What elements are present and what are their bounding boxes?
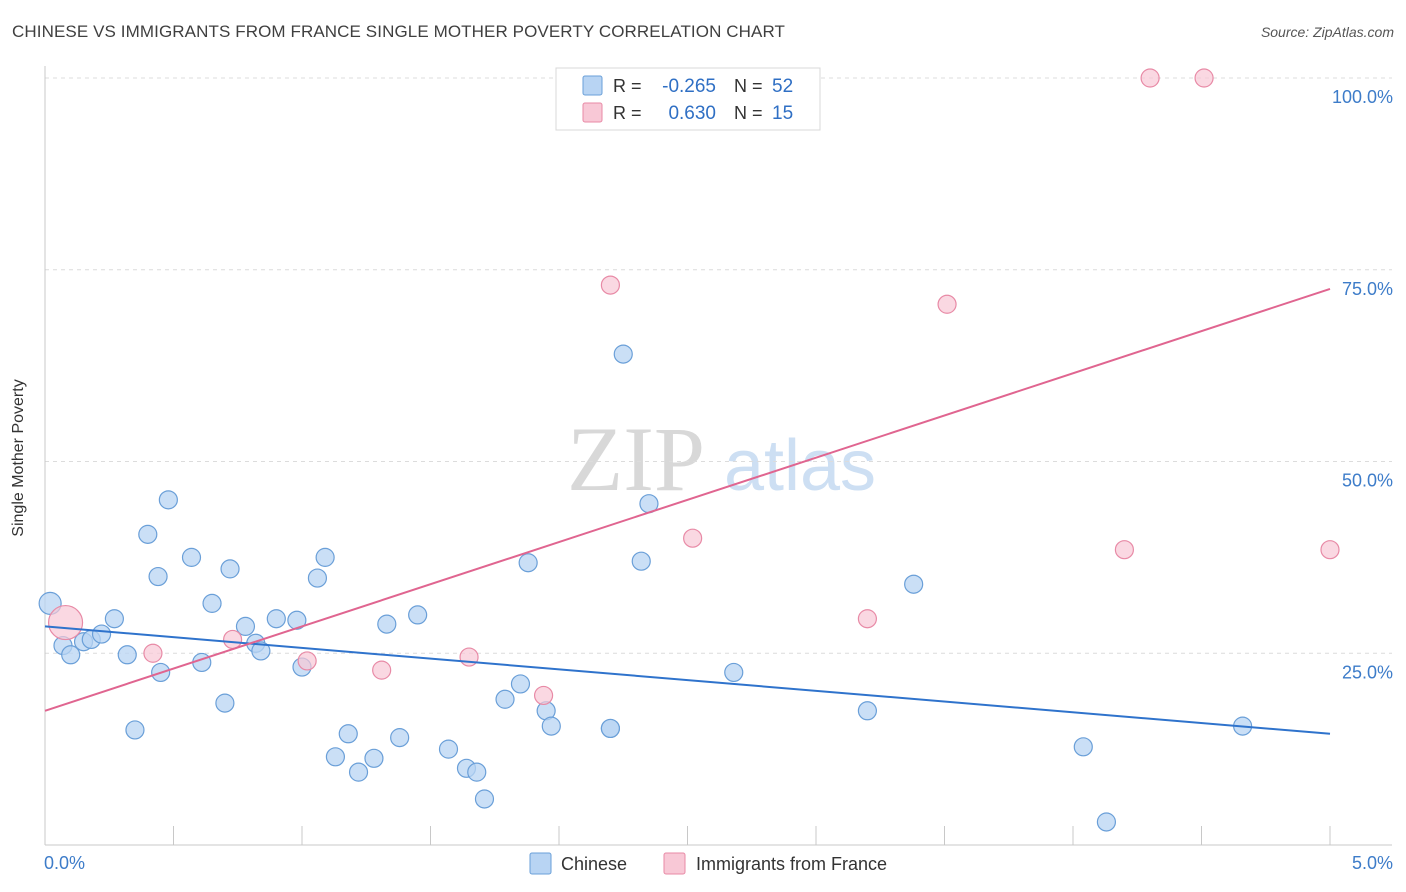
france-point bbox=[297, 651, 317, 671]
chinese-point bbox=[541, 716, 561, 736]
legend-r-value-france: 0.630 bbox=[668, 103, 716, 124]
chinese-point bbox=[631, 551, 651, 571]
chinese-point bbox=[215, 693, 235, 713]
france-point bbox=[600, 275, 621, 295]
watermark-zip: ZIP bbox=[567, 408, 705, 510]
chinese-point bbox=[857, 701, 878, 721]
france-point bbox=[372, 660, 392, 680]
chinese-point bbox=[724, 662, 744, 683]
chinese-point bbox=[158, 490, 178, 510]
legend-r-label: R = bbox=[613, 76, 642, 96]
chinese-point bbox=[138, 524, 158, 544]
chinese-point bbox=[438, 739, 459, 759]
france-point bbox=[533, 685, 554, 706]
chinese-point bbox=[117, 645, 137, 665]
chinese-point bbox=[510, 674, 531, 694]
legend-r-value-chinese: -0.265 bbox=[662, 76, 716, 97]
chinese-point bbox=[104, 609, 124, 629]
chinese-point bbox=[235, 616, 256, 637]
y-tick-label: 25.0% bbox=[1342, 662, 1393, 682]
source-label: Source: ZipAtlas.com bbox=[1260, 24, 1394, 40]
chinese-point bbox=[61, 645, 81, 665]
y-tick-label: 50.0% bbox=[1342, 471, 1393, 491]
x-tick-label: 0.0% bbox=[44, 853, 85, 873]
chinese-point bbox=[904, 574, 924, 594]
legend-swatch-france bbox=[582, 102, 603, 123]
chinese-point bbox=[474, 789, 495, 809]
france-point bbox=[143, 643, 163, 663]
chinese-point bbox=[338, 724, 358, 744]
y-tick-label: 75.0% bbox=[1342, 279, 1393, 299]
france-trend-line bbox=[44, 287, 1331, 712]
chinese-point bbox=[518, 553, 538, 573]
legend-swatch-chinese bbox=[582, 75, 603, 96]
chinese-point bbox=[364, 748, 384, 768]
chinese-point bbox=[348, 762, 369, 782]
y-tick-label: 100.0% bbox=[1332, 87, 1393, 107]
france-point bbox=[47, 604, 84, 641]
france-point bbox=[937, 294, 957, 314]
france-point bbox=[1194, 68, 1214, 88]
chinese-point bbox=[220, 559, 240, 579]
chinese-point bbox=[91, 624, 112, 644]
legend-label-france: Immigrants from France bbox=[696, 854, 887, 874]
legend-n-label: N = bbox=[734, 103, 763, 123]
legend-label-chinese: Chinese bbox=[561, 854, 627, 874]
legend-n-label: N = bbox=[734, 76, 763, 96]
chinese-point bbox=[1073, 737, 1093, 757]
chinese-point bbox=[315, 547, 335, 567]
chinese-point bbox=[251, 641, 271, 661]
chinese-point bbox=[613, 344, 633, 364]
chinese-point bbox=[408, 605, 428, 625]
chinese-point bbox=[377, 614, 397, 634]
legend-top: R = -0.265 N = 52 R = 0.630 N = 15 bbox=[555, 67, 821, 131]
chinese-point bbox=[125, 720, 145, 740]
chinese-point bbox=[495, 689, 515, 709]
legend-r-label: R = bbox=[613, 103, 642, 123]
legend-bottom: Chinese Immigrants from France bbox=[529, 852, 887, 875]
legend-swatch-france bbox=[663, 852, 686, 875]
chinese-point bbox=[1096, 812, 1117, 832]
chinese-point bbox=[181, 547, 202, 567]
chinese-point bbox=[467, 762, 487, 782]
chinese-point bbox=[325, 747, 346, 767]
legend-n-value-france: 15 bbox=[772, 103, 793, 124]
chinese-point bbox=[307, 568, 328, 588]
france-point bbox=[1140, 68, 1160, 88]
france-point bbox=[1320, 540, 1340, 560]
chinese-point bbox=[202, 593, 222, 613]
chinese-trend-line bbox=[44, 625, 1331, 735]
watermark-atlas: atlas bbox=[724, 426, 876, 506]
france-point bbox=[683, 528, 703, 548]
france-point bbox=[459, 647, 479, 667]
france-point bbox=[223, 629, 243, 650]
watermark: ZIP atlas bbox=[567, 408, 876, 510]
chinese-point bbox=[148, 566, 168, 587]
chinese-point bbox=[266, 609, 286, 629]
chinese-point bbox=[390, 728, 410, 748]
x-tick-label: 5.0% bbox=[1352, 853, 1393, 873]
chart-title: CHINESE VS IMMIGRANTS FROM FRANCE SINGLE… bbox=[12, 22, 786, 41]
legend-swatch-chinese bbox=[529, 852, 552, 875]
chinese-point bbox=[600, 718, 621, 739]
legend-n-value-chinese: 52 bbox=[772, 76, 793, 97]
chinese-point bbox=[287, 610, 307, 630]
france-point bbox=[857, 609, 878, 629]
france-point bbox=[1114, 540, 1135, 560]
chinese-point bbox=[192, 652, 212, 673]
